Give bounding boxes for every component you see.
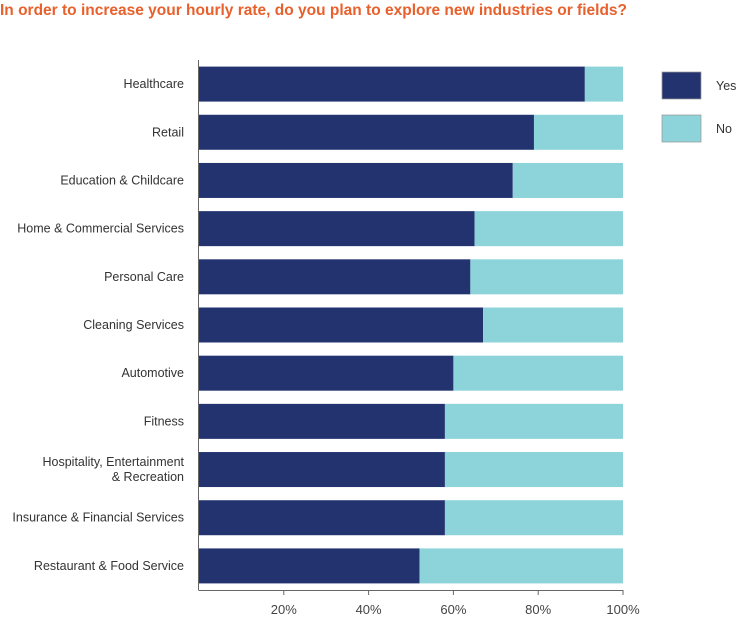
bars-layer: [199, 66, 623, 584]
bar-no-2: [512, 162, 623, 198]
category-label-2: Education & Childcare: [60, 173, 184, 187]
category-label-10: Restaurant & Food Service: [34, 559, 184, 573]
bar-no-7: [444, 403, 623, 439]
bar-yes-0: [199, 66, 585, 102]
bar-no-4: [470, 259, 623, 295]
category-label-1: Retail: [152, 125, 184, 139]
bar-yes-9: [199, 500, 445, 536]
category-label-9: Insurance & Financial Services: [12, 511, 184, 525]
x-tick-label-4: 100%: [606, 602, 640, 617]
bar-yes-2: [199, 162, 513, 198]
category-label-0: Healthcare: [124, 77, 184, 91]
bar-no-10: [419, 548, 623, 584]
legend: Yes No: [661, 71, 736, 143]
bar-yes-10: [199, 548, 420, 584]
bar-no-0: [584, 66, 623, 102]
category-label-5: Cleaning Services: [83, 318, 184, 332]
bar-yes-8: [199, 452, 445, 488]
bar-no-6: [453, 355, 623, 391]
bar-no-8: [444, 452, 623, 488]
x-tick-label-0: 20%: [271, 602, 297, 617]
category-label-8-line-0: Hospitality, Entertainment: [43, 455, 185, 469]
axis-layer: 20% 40% 60% 80% 100%: [198, 60, 640, 617]
x-tick-label-2: 60%: [440, 602, 466, 617]
bar-yes-5: [199, 307, 484, 343]
x-tick-label-3: 80%: [525, 602, 551, 617]
category-label-3: Home & Commercial Services: [17, 222, 184, 236]
legend-label-yes: Yes: [716, 79, 736, 93]
bar-no-9: [444, 500, 623, 536]
legend-swatch-yes: [661, 71, 702, 100]
bar-yes-7: [199, 403, 445, 439]
legend-label-no: No: [716, 122, 732, 136]
category-label-4: Personal Care: [104, 270, 184, 284]
x-tick-label-1: 40%: [356, 602, 382, 617]
bar-no-5: [483, 307, 623, 343]
chart-title: In order to increase your hourly rate, d…: [0, 2, 628, 19]
category-label-6: Automotive: [121, 366, 184, 380]
bar-yes-1: [199, 114, 534, 150]
bar-no-3: [474, 211, 623, 247]
bar-yes-3: [199, 211, 475, 247]
category-labels: Healthcare Retail Education & Childcare Hom…: [12, 77, 184, 573]
legend-swatch-no: [661, 114, 702, 143]
bar-no-1: [533, 114, 623, 150]
bar-yes-4: [199, 259, 471, 295]
category-label-7: Fitness: [144, 414, 184, 428]
bar-yes-6: [199, 355, 454, 391]
category-label-8-line-1: & Recreation: [112, 470, 184, 484]
